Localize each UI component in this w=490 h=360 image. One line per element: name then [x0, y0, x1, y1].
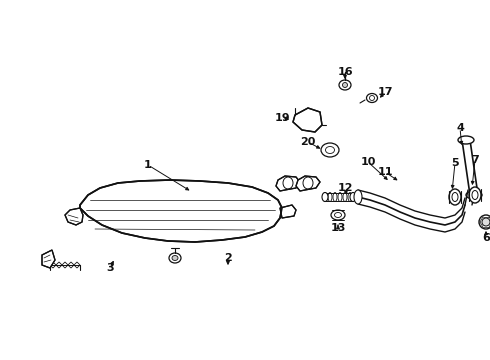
Text: 1: 1 [144, 160, 152, 170]
Ellipse shape [322, 193, 328, 202]
Text: 12: 12 [337, 183, 353, 193]
Text: 6: 6 [482, 233, 490, 243]
Text: 11: 11 [377, 167, 393, 177]
Text: 13: 13 [330, 223, 345, 233]
Polygon shape [276, 176, 300, 191]
Ellipse shape [458, 136, 474, 144]
Ellipse shape [449, 189, 461, 205]
Ellipse shape [350, 193, 356, 202]
Ellipse shape [339, 80, 351, 90]
Text: 2: 2 [224, 253, 232, 263]
Ellipse shape [469, 187, 481, 203]
Ellipse shape [367, 94, 377, 103]
Text: 3: 3 [106, 263, 114, 273]
Ellipse shape [343, 82, 347, 87]
Text: 17: 17 [377, 87, 393, 97]
Polygon shape [80, 180, 282, 242]
Ellipse shape [331, 210, 345, 220]
Text: 19: 19 [274, 113, 290, 123]
Polygon shape [296, 176, 320, 191]
Text: 7: 7 [471, 155, 479, 165]
Ellipse shape [172, 256, 178, 261]
Ellipse shape [354, 190, 362, 204]
Ellipse shape [321, 143, 339, 157]
Text: 10: 10 [360, 157, 376, 167]
Polygon shape [42, 250, 55, 268]
Ellipse shape [169, 253, 181, 263]
Polygon shape [65, 208, 83, 225]
Text: 16: 16 [337, 67, 353, 77]
Ellipse shape [482, 218, 490, 226]
Polygon shape [293, 108, 322, 132]
Text: 5: 5 [451, 158, 459, 168]
Text: 20: 20 [300, 137, 316, 147]
Text: 4: 4 [456, 123, 464, 133]
Ellipse shape [479, 215, 490, 229]
Polygon shape [280, 205, 296, 218]
